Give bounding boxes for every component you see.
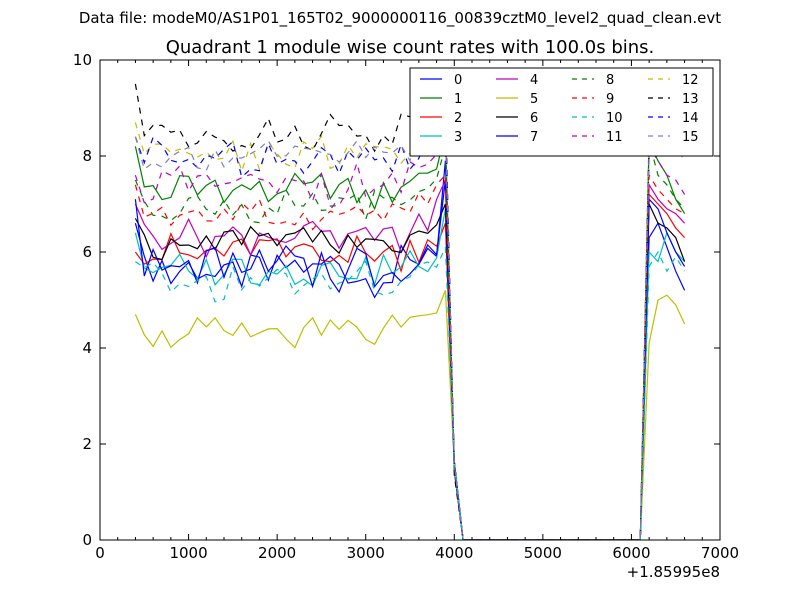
legend-label: 11 xyxy=(606,130,623,145)
series-line-2 xyxy=(134,192,686,540)
legend-label: 15 xyxy=(682,130,699,145)
x-tick-label: 1000 xyxy=(169,544,207,562)
legend-label: 4 xyxy=(530,73,538,88)
legend-label: 7 xyxy=(530,130,538,145)
series-line-8 xyxy=(134,141,686,540)
legend-label: 1 xyxy=(454,92,462,107)
series-line-11 xyxy=(134,131,686,540)
legend-label: 3 xyxy=(454,130,462,145)
series-line-0 xyxy=(134,160,686,540)
chart-title: Quadrant 1 module wise count rates with … xyxy=(166,37,655,58)
x-tick-label: 0 xyxy=(95,544,105,562)
x-tick-label: 2000 xyxy=(258,544,296,562)
y-tick-label: 2 xyxy=(82,435,92,453)
series-line-6 xyxy=(134,203,686,540)
legend-item: 10 xyxy=(572,111,623,126)
legend-item: 9 xyxy=(572,92,614,107)
legend-item: 4 xyxy=(496,73,538,88)
y-tick-label: 10 xyxy=(73,51,92,69)
legend-label: 5 xyxy=(530,92,538,107)
legend-label: 0 xyxy=(454,73,462,88)
y-tick-label: 8 xyxy=(82,147,92,165)
x-tick-label: 3000 xyxy=(347,544,385,562)
legend-item: 5 xyxy=(496,92,538,107)
plot-area xyxy=(99,59,721,541)
legend-label: 12 xyxy=(682,73,699,88)
legend-item: 15 xyxy=(648,130,699,145)
x-tick-label: 6000 xyxy=(612,544,650,562)
legend-label: 14 xyxy=(682,111,699,126)
legend-label: 9 xyxy=(606,92,614,107)
legend-item: 13 xyxy=(648,92,699,107)
series-line-7 xyxy=(134,179,686,540)
legend-item: 8 xyxy=(572,73,614,88)
y-tick-label: 0 xyxy=(82,531,92,549)
x-tick-label: 5000 xyxy=(524,544,562,562)
legend-label: 2 xyxy=(454,111,462,126)
series-line-4 xyxy=(134,179,686,540)
series-line-1 xyxy=(134,131,686,540)
series-line-15 xyxy=(134,126,686,540)
legend-item: 3 xyxy=(420,130,462,145)
legend-item: 0 xyxy=(420,73,462,88)
figure-suptitle: Data file: modeM0/AS1P01_165T02_90000001… xyxy=(79,9,721,28)
legend-label: 13 xyxy=(682,92,699,107)
series-line-9 xyxy=(134,173,685,540)
legend-item: 12 xyxy=(648,73,699,88)
x-tick-label: 7000 xyxy=(701,544,739,562)
x-tick-label: 4000 xyxy=(435,544,473,562)
legend-item: 14 xyxy=(648,111,699,126)
legend-item: 6 xyxy=(496,111,538,126)
y-tick-label: 6 xyxy=(82,243,92,261)
legend-item: 1 xyxy=(420,92,462,107)
legend-label: 8 xyxy=(606,73,614,88)
legend-item: 7 xyxy=(496,130,538,145)
x-axis-offset-label: +1.85995e8 xyxy=(627,563,720,581)
legend-box xyxy=(409,67,714,157)
legend-label: 6 xyxy=(530,111,538,126)
y-tick-label: 4 xyxy=(82,339,92,357)
legend-label: 10 xyxy=(606,111,623,126)
legend-item: 2 xyxy=(420,111,462,126)
series-line-10 xyxy=(135,246,686,540)
plot-frame xyxy=(99,59,721,541)
series-line-5 xyxy=(134,290,686,540)
legend-item: 11 xyxy=(572,130,623,145)
x-axis: 0 1000 2000 3000 4000 5000 6000 7000 xyxy=(95,60,739,562)
